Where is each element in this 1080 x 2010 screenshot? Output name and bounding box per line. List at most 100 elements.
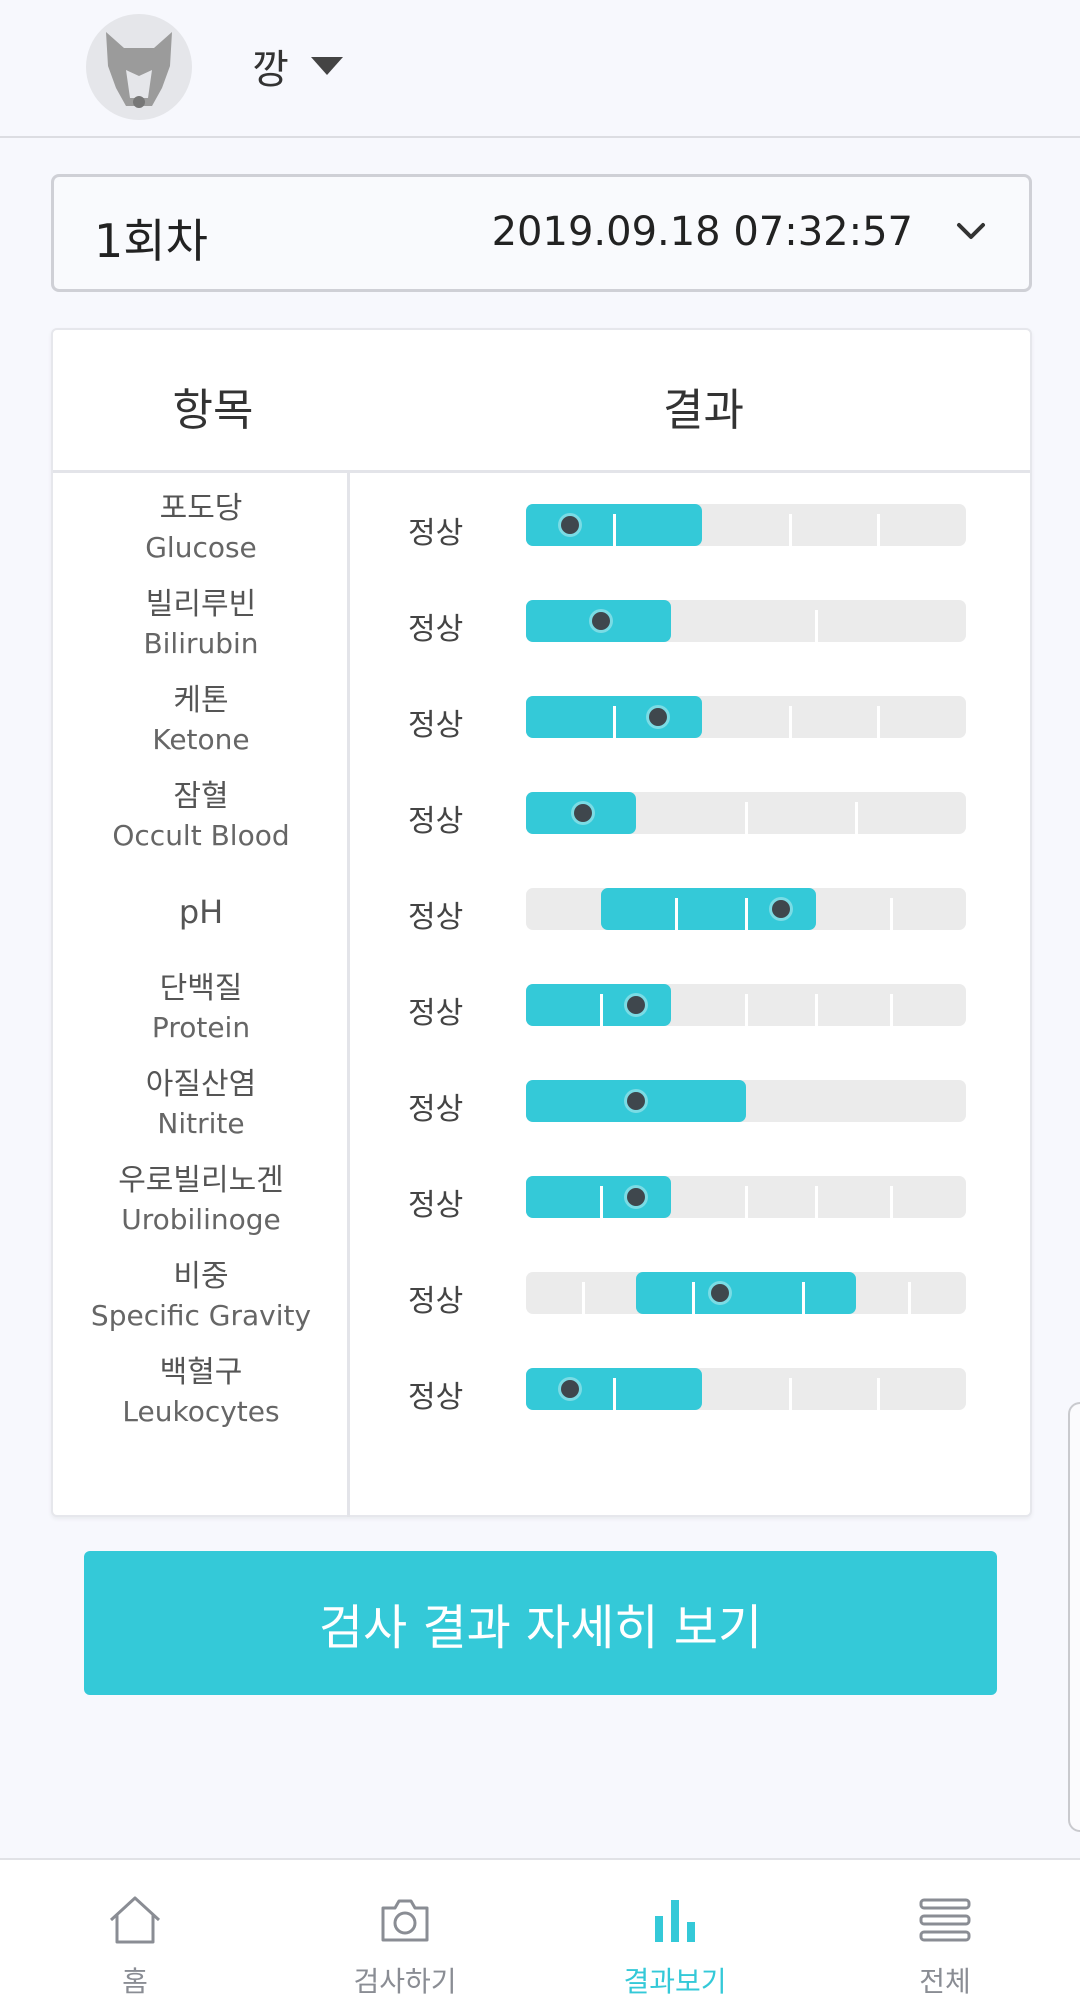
column-header-result: 결과 xyxy=(663,385,744,436)
table-row: 단백질 Protein 정상 xyxy=(53,960,1030,1056)
item-name-english: Occult Blood xyxy=(112,819,290,852)
result-range-bar xyxy=(526,888,966,930)
item-name-english: Glucose xyxy=(145,531,257,564)
range-tick xyxy=(613,706,616,738)
nav-test[interactable]: 검사하기 xyxy=(270,1860,540,2010)
item-name: pH xyxy=(53,864,349,960)
item-name-english: pH xyxy=(178,893,224,931)
range-tick xyxy=(789,1378,792,1410)
item-name: 단백질 Protein xyxy=(53,960,349,1056)
table-header: 항목 결과 xyxy=(53,330,1030,473)
result-marker xyxy=(772,900,791,918)
menu-icon xyxy=(919,1898,971,1942)
result-status: 정상 xyxy=(408,1284,464,1319)
item-name: 우로빌리노겐 Urobilinoge xyxy=(53,1152,349,1248)
range-tick xyxy=(890,1186,894,1218)
range-tick xyxy=(907,1282,911,1314)
bottom-nav: 홈 검사하기 결과보기 전체 xyxy=(0,1858,1080,2010)
nav-home[interactable]: 홈 xyxy=(0,1860,270,2010)
range-tick xyxy=(674,898,678,930)
pet-selector[interactable]: 깡 xyxy=(252,36,343,96)
table-row: 포도당 Glucose 정상 xyxy=(53,480,1030,576)
session-label: 1회차 xyxy=(94,214,208,268)
results-table: 항목 결과 포도당 Glucose 정상 빌리루빈 Bilirubin 정상 케톤 Keton… xyxy=(51,328,1032,1517)
item-name-english: Leukocytes xyxy=(122,1395,280,1428)
item-name: 아질산염 Nitrite xyxy=(53,1056,349,1152)
range-tick xyxy=(877,514,880,546)
range-tick xyxy=(599,1186,603,1218)
result-range-bar xyxy=(526,984,966,1026)
result-marker xyxy=(561,1380,579,1398)
item-name-korean: 포도당 xyxy=(159,491,243,526)
result-range-bar xyxy=(526,696,966,738)
range-tick xyxy=(890,994,894,1026)
item-name-english: Protein xyxy=(151,1011,251,1044)
normal-range-fill xyxy=(526,984,672,1026)
range-tick xyxy=(745,994,748,1026)
dog-avatar-icon[interactable] xyxy=(86,14,192,120)
item-name-english: Urobilinoge xyxy=(121,1203,281,1236)
range-tick xyxy=(582,1282,586,1314)
result-marker xyxy=(627,1188,645,1206)
range-tick xyxy=(815,610,819,642)
session-dropdown[interactable]: 1회차 2019.09.18 07:32:57 xyxy=(51,174,1032,292)
nav-label-results: 결과보기 xyxy=(623,1965,727,1998)
nav-all[interactable]: 전체 xyxy=(810,1860,1080,2010)
result-range-bar xyxy=(526,1272,966,1314)
item-name: 잠혈 Occult Blood xyxy=(53,768,349,864)
bar-chart-icon xyxy=(655,1900,695,1942)
nav-label-all: 전체 xyxy=(919,1965,971,1998)
result-status: 정상 xyxy=(408,804,464,839)
result-status: 정상 xyxy=(408,1188,464,1223)
item-name-english: Bilirubin xyxy=(143,627,259,660)
range-tick xyxy=(877,706,880,738)
range-tick xyxy=(745,1186,748,1218)
table-row: 케톤 Ketone 정상 xyxy=(53,672,1030,768)
result-range-bar xyxy=(526,1368,966,1410)
nav-label-test: 검사하기 xyxy=(353,1965,457,1998)
table-row: 비중 Specific Gravity 정상 xyxy=(53,1248,1030,1344)
result-marker xyxy=(627,1092,645,1110)
normal-range-fill xyxy=(526,1176,672,1218)
result-range-bar xyxy=(526,1080,966,1122)
result-status: 정상 xyxy=(408,612,464,647)
result-marker xyxy=(649,708,667,726)
result-status: 정상 xyxy=(408,900,464,935)
nav-label-home: 홈 xyxy=(122,1965,148,1998)
item-name-english: Ketone xyxy=(152,723,250,756)
item-name-korean: 빌리루빈 xyxy=(145,587,257,622)
range-tick xyxy=(815,1186,819,1218)
edge-panel-handle[interactable] xyxy=(1068,1402,1080,1832)
pet-name: 깡 xyxy=(252,47,289,93)
result-marker xyxy=(574,804,593,822)
result-status: 정상 xyxy=(408,1380,464,1415)
app-header: 깡 xyxy=(0,0,1080,138)
range-tick xyxy=(890,898,894,930)
table-row: 빌리루빈 Bilirubin 정상 xyxy=(53,576,1030,672)
item-name-english: Nitrite xyxy=(157,1107,245,1140)
view-detail-button[interactable]: 검사 결과 자세히 보기 xyxy=(84,1551,997,1695)
result-marker xyxy=(627,996,645,1014)
item-name: 포도당 Glucose xyxy=(53,480,349,576)
range-tick xyxy=(745,802,748,834)
result-marker xyxy=(591,612,610,630)
table-row: 잠혈 Occult Blood 정상 xyxy=(53,768,1030,864)
result-range-bar xyxy=(526,1176,966,1218)
range-tick xyxy=(789,514,792,546)
home-icon xyxy=(109,1896,161,1944)
range-tick xyxy=(613,514,616,546)
nav-results[interactable]: 결과보기 xyxy=(540,1860,810,2010)
range-tick xyxy=(789,706,792,738)
item-name-korean: 잠혈 xyxy=(173,779,229,814)
result-status: 정상 xyxy=(408,708,464,743)
item-name-korean: 단백질 xyxy=(159,971,243,1006)
result-marker xyxy=(710,1284,729,1302)
range-tick xyxy=(692,1282,696,1314)
item-name-english: Specific Gravity xyxy=(90,1299,312,1332)
session-datetime: 2019.09.18 07:32:57 xyxy=(491,209,913,255)
range-tick xyxy=(802,1282,806,1314)
caret-down-icon xyxy=(310,57,343,75)
chevron-down-icon xyxy=(957,223,985,239)
result-range-bar xyxy=(526,504,966,546)
item-name-korean: 비중 xyxy=(173,1259,229,1294)
